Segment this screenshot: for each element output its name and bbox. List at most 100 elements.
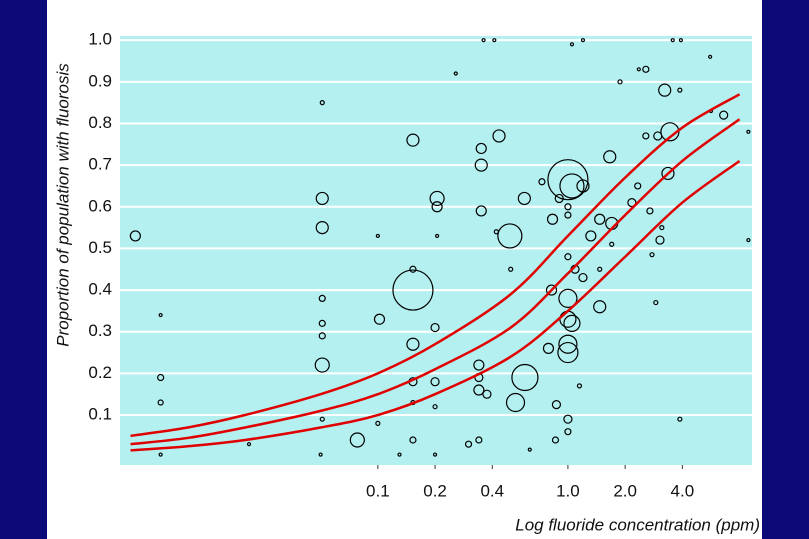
point bbox=[508, 266, 514, 272]
point bbox=[660, 122, 680, 142]
point bbox=[564, 428, 572, 436]
point bbox=[464, 440, 473, 448]
point bbox=[129, 230, 141, 242]
x-tick-label: 0.4 bbox=[480, 481, 504, 500]
point bbox=[546, 213, 559, 225]
point bbox=[542, 342, 555, 354]
point bbox=[314, 357, 330, 373]
point bbox=[429, 190, 445, 207]
point bbox=[585, 230, 597, 242]
point bbox=[505, 392, 526, 413]
point bbox=[670, 38, 675, 43]
point bbox=[511, 363, 539, 392]
point bbox=[432, 404, 438, 410]
point bbox=[578, 272, 588, 283]
point bbox=[475, 436, 483, 444]
y-tick-label: 0.5 bbox=[88, 238, 112, 257]
curve bbox=[130, 118, 741, 446]
point bbox=[158, 452, 163, 457]
y-tick-label: 0.7 bbox=[88, 155, 112, 174]
x-tick-label: 1.0 bbox=[556, 481, 580, 500]
y-tick-label: 1.0 bbox=[88, 30, 112, 49]
y-tick-label: 0.3 bbox=[88, 321, 112, 340]
point bbox=[554, 193, 564, 204]
point bbox=[617, 79, 623, 85]
point bbox=[653, 299, 659, 306]
point bbox=[430, 322, 440, 333]
point bbox=[564, 211, 572, 219]
point bbox=[475, 142, 487, 155]
curve bbox=[130, 159, 741, 452]
point bbox=[708, 54, 713, 59]
point bbox=[432, 452, 438, 457]
point bbox=[349, 432, 365, 448]
point bbox=[475, 205, 487, 217]
point bbox=[474, 158, 488, 172]
point bbox=[551, 400, 562, 410]
point bbox=[517, 191, 531, 206]
point bbox=[580, 38, 586, 43]
point bbox=[375, 233, 380, 239]
point bbox=[318, 294, 326, 302]
y-tick-label: 0.6 bbox=[88, 196, 112, 215]
point bbox=[158, 312, 163, 318]
point bbox=[564, 253, 572, 261]
point bbox=[746, 237, 751, 243]
point bbox=[603, 150, 617, 164]
point bbox=[453, 71, 458, 76]
point bbox=[157, 399, 164, 406]
point bbox=[636, 67, 641, 72]
point bbox=[609, 241, 615, 247]
point bbox=[318, 452, 323, 457]
y-tick-label: 0.2 bbox=[88, 363, 112, 382]
point bbox=[409, 265, 417, 273]
point bbox=[593, 300, 607, 314]
point bbox=[318, 319, 326, 327]
point bbox=[406, 337, 420, 351]
point bbox=[558, 334, 578, 354]
point bbox=[677, 416, 683, 422]
point bbox=[564, 203, 572, 211]
point bbox=[497, 223, 523, 249]
point bbox=[559, 173, 585, 199]
point bbox=[319, 100, 325, 106]
point bbox=[658, 83, 672, 97]
point bbox=[538, 178, 546, 186]
point bbox=[246, 442, 252, 447]
point bbox=[397, 452, 402, 457]
x-axis-label: Log fluoride concentration (ppm) bbox=[515, 515, 760, 534]
point bbox=[627, 198, 637, 208]
point bbox=[492, 38, 497, 43]
point bbox=[431, 201, 443, 213]
point bbox=[576, 179, 590, 193]
plot-area bbox=[120, 36, 752, 465]
x-tick-label: 0.2 bbox=[423, 481, 447, 500]
point bbox=[319, 416, 325, 422]
point bbox=[655, 235, 665, 245]
point bbox=[594, 213, 606, 225]
y-tick-label: 0.8 bbox=[88, 113, 112, 132]
point bbox=[434, 233, 440, 239]
point bbox=[527, 447, 532, 452]
y-tick-label: 0.1 bbox=[88, 405, 112, 424]
point bbox=[157, 373, 165, 382]
point bbox=[569, 42, 575, 47]
point bbox=[563, 414, 573, 424]
point bbox=[315, 191, 329, 206]
point bbox=[493, 229, 499, 235]
point bbox=[646, 207, 654, 215]
point bbox=[649, 252, 655, 258]
x-tick-label: 2.0 bbox=[613, 481, 637, 500]
point bbox=[557, 341, 579, 364]
x-tick-label: 0.1 bbox=[366, 481, 390, 500]
point bbox=[430, 377, 440, 387]
point bbox=[315, 220, 329, 235]
y-tick-label: 0.9 bbox=[88, 71, 112, 90]
point bbox=[392, 269, 434, 311]
point bbox=[492, 129, 506, 143]
point bbox=[473, 359, 485, 371]
x-tick-label: 4.0 bbox=[671, 481, 695, 500]
point bbox=[547, 159, 589, 201]
point bbox=[746, 129, 751, 134]
